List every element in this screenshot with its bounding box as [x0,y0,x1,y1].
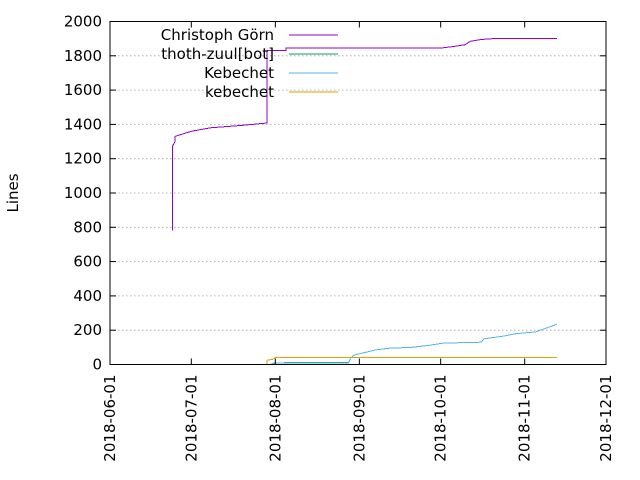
y-tick-label: 400 [73,287,102,305]
x-tick-label: 2018-12-01 [597,375,615,462]
y-axis-tick-labels: 0 200 400 600 800 1000 1200 1400 1600 1800 2000 [64,13,102,374]
y-tick-label: 1000 [64,184,102,202]
x-tick-label: 2018-08-01 [266,375,284,462]
y-tick-label: 2000 [64,13,102,31]
legend-label: Christoph Görn [161,26,274,44]
x-axis-tick-labels: 2018-06-01 2018-07-01 2018-08-01 2018-09-01… [101,375,615,462]
x-tick-label: 2018-07-01 [182,375,200,462]
axis-ticks [109,21,607,365]
y-tick-label: 1600 [64,81,102,99]
x-tick-label: 2018-10-01 [432,375,450,462]
y-tick-label: 600 [73,253,102,271]
legend-label: Kebechet [204,64,274,82]
y-tick-label: 1800 [64,47,102,65]
x-tick-label: 2018-11-01 [516,375,534,462]
y-axis-label: Lines [4,173,22,212]
y-tick-label: 1200 [64,150,102,168]
series-line [269,323,558,365]
series-layer [171,38,558,365]
y-tick-label: 200 [73,321,102,339]
y-tick-label: 1400 [64,115,102,133]
y-tick-label: 800 [73,218,102,236]
legend: Christoph Görnthoth-zuul[bot]Kebechetkeb… [161,26,338,101]
legend-label: thoth-zuul[bot] [161,45,274,63]
grid-lines [110,55,606,331]
series-line [171,38,558,231]
x-tick-label: 2018-06-01 [101,375,119,462]
y-tick-label: 0 [92,356,102,374]
x-tick-label: 2018-09-01 [350,375,368,462]
legend-label: kebechet [205,83,274,101]
series-line [266,357,558,365]
